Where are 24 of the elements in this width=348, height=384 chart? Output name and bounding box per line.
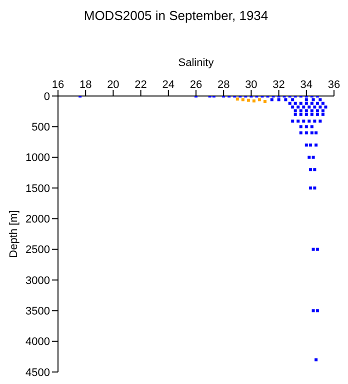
x-tick-label: 34 [300,79,313,91]
x-tick-label: 26 [190,79,202,91]
x-tick-label: 22 [134,79,147,91]
x-axis-title: Salinity [178,56,214,69]
y-tick-label: 500 [32,122,50,134]
x-tick-label: 30 [245,79,258,91]
x-tick-label: 24 [162,79,175,91]
y-tick-label: 2000 [26,214,50,226]
x-tick-label: 32 [272,79,285,91]
y-tick-label: 2500 [26,244,50,256]
y-tick-label: 4000 [26,336,50,348]
y-tick-label: 4500 [26,366,50,379]
x-tick-label: 16 [52,79,64,91]
chart-title: MODS2005 in September, 1934 [82,8,270,25]
y-axis-title: Depth [m] [8,210,20,258]
x-tick-label: 18 [79,79,92,91]
x-tick-label: 20 [107,79,120,91]
y-tick-label: 0 [44,90,50,103]
y-tick-label: 1500 [26,182,50,195]
x-tick-label: 36 [328,79,340,91]
x-tick-label: 28 [217,79,230,91]
y-tick-label: 3000 [26,274,50,287]
y-tick-label: 3500 [26,306,50,318]
y-tick-label: 1000 [26,152,50,164]
